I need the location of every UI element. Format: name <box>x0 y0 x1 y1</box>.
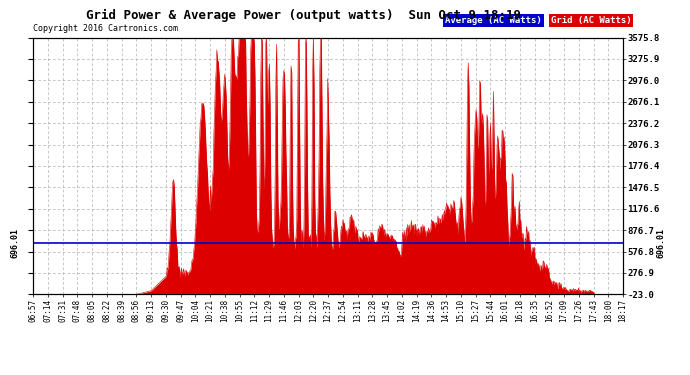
Text: Grid (AC Watts): Grid (AC Watts) <box>551 16 631 25</box>
Text: Copyright 2016 Cartronics.com: Copyright 2016 Cartronics.com <box>33 24 178 33</box>
Text: 696.01: 696.01 <box>11 228 20 258</box>
Text: Average (AC Watts): Average (AC Watts) <box>445 16 542 25</box>
Text: 696.01: 696.01 <box>657 228 666 258</box>
Text: Grid Power & Average Power (output watts)  Sun Oct 9 18:19: Grid Power & Average Power (output watts… <box>86 9 521 22</box>
